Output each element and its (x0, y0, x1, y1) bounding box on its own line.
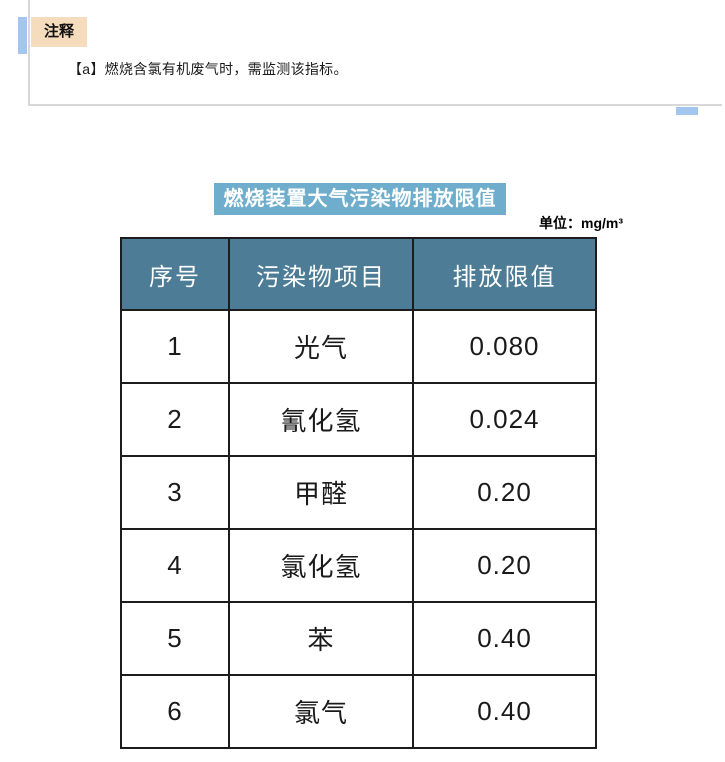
emission-limits-table: 序号 污染物项目 排放限值 1 光气 0.080 2 氰化氢 0.024 3 甲… (120, 237, 597, 749)
table-title: 燃烧装置大气污染物排放限值 (214, 183, 506, 215)
horizontal-scrollbar-thumb[interactable] (676, 107, 698, 115)
cell-limit: 0.080 (412, 309, 597, 384)
cell-index: 4 (120, 528, 230, 603)
column-header-index: 序号 (120, 237, 230, 311)
table-header-row: 序号 污染物项目 排放限值 (120, 237, 597, 311)
table-row: 4 氯化氢 0.20 (120, 528, 597, 603)
table-row: 5 苯 0.40 (120, 601, 597, 676)
note-accent-bar (18, 17, 27, 54)
cell-index: 1 (120, 309, 230, 384)
cell-pollutant: 苯 (228, 601, 414, 676)
table-row: 3 甲醛 0.20 (120, 455, 597, 530)
note-label: 注释 (31, 17, 88, 47)
cell-pollutant: 氰化氢 (228, 382, 414, 457)
cell-limit: 0.20 (412, 528, 597, 603)
column-header-pollutant: 污染物项目 (228, 237, 414, 311)
cell-index: 3 (120, 455, 230, 530)
cell-pollutant: 氯化氢 (228, 528, 414, 603)
table-unit-label: 单位：mg/m³ (539, 215, 623, 231)
note-text: 【a】燃烧含氯有机废气时，需监测该指标。 (68, 61, 348, 77)
table-row: 6 氯气 0.40 (120, 674, 597, 749)
cell-pollutant: 氯气 (228, 674, 414, 749)
cell-index: 5 (120, 601, 230, 676)
cell-limit: 0.024 (412, 382, 597, 457)
cell-index: 2 (120, 382, 230, 457)
cell-limit: 0.40 (412, 601, 597, 676)
cell-limit: 0.20 (412, 455, 597, 530)
cell-limit: 0.40 (412, 674, 597, 749)
cell-pollutant: 甲醛 (228, 455, 414, 530)
table-row: 2 氰化氢 0.024 (120, 382, 597, 457)
note-box: 【a】燃烧含氯有机废气时，需监测该指标。 (28, 0, 722, 106)
table-row: 1 光气 0.080 (120, 309, 597, 384)
cell-pollutant: 光气 (228, 309, 414, 384)
column-header-limit: 排放限值 (412, 237, 597, 311)
cell-index: 6 (120, 674, 230, 749)
